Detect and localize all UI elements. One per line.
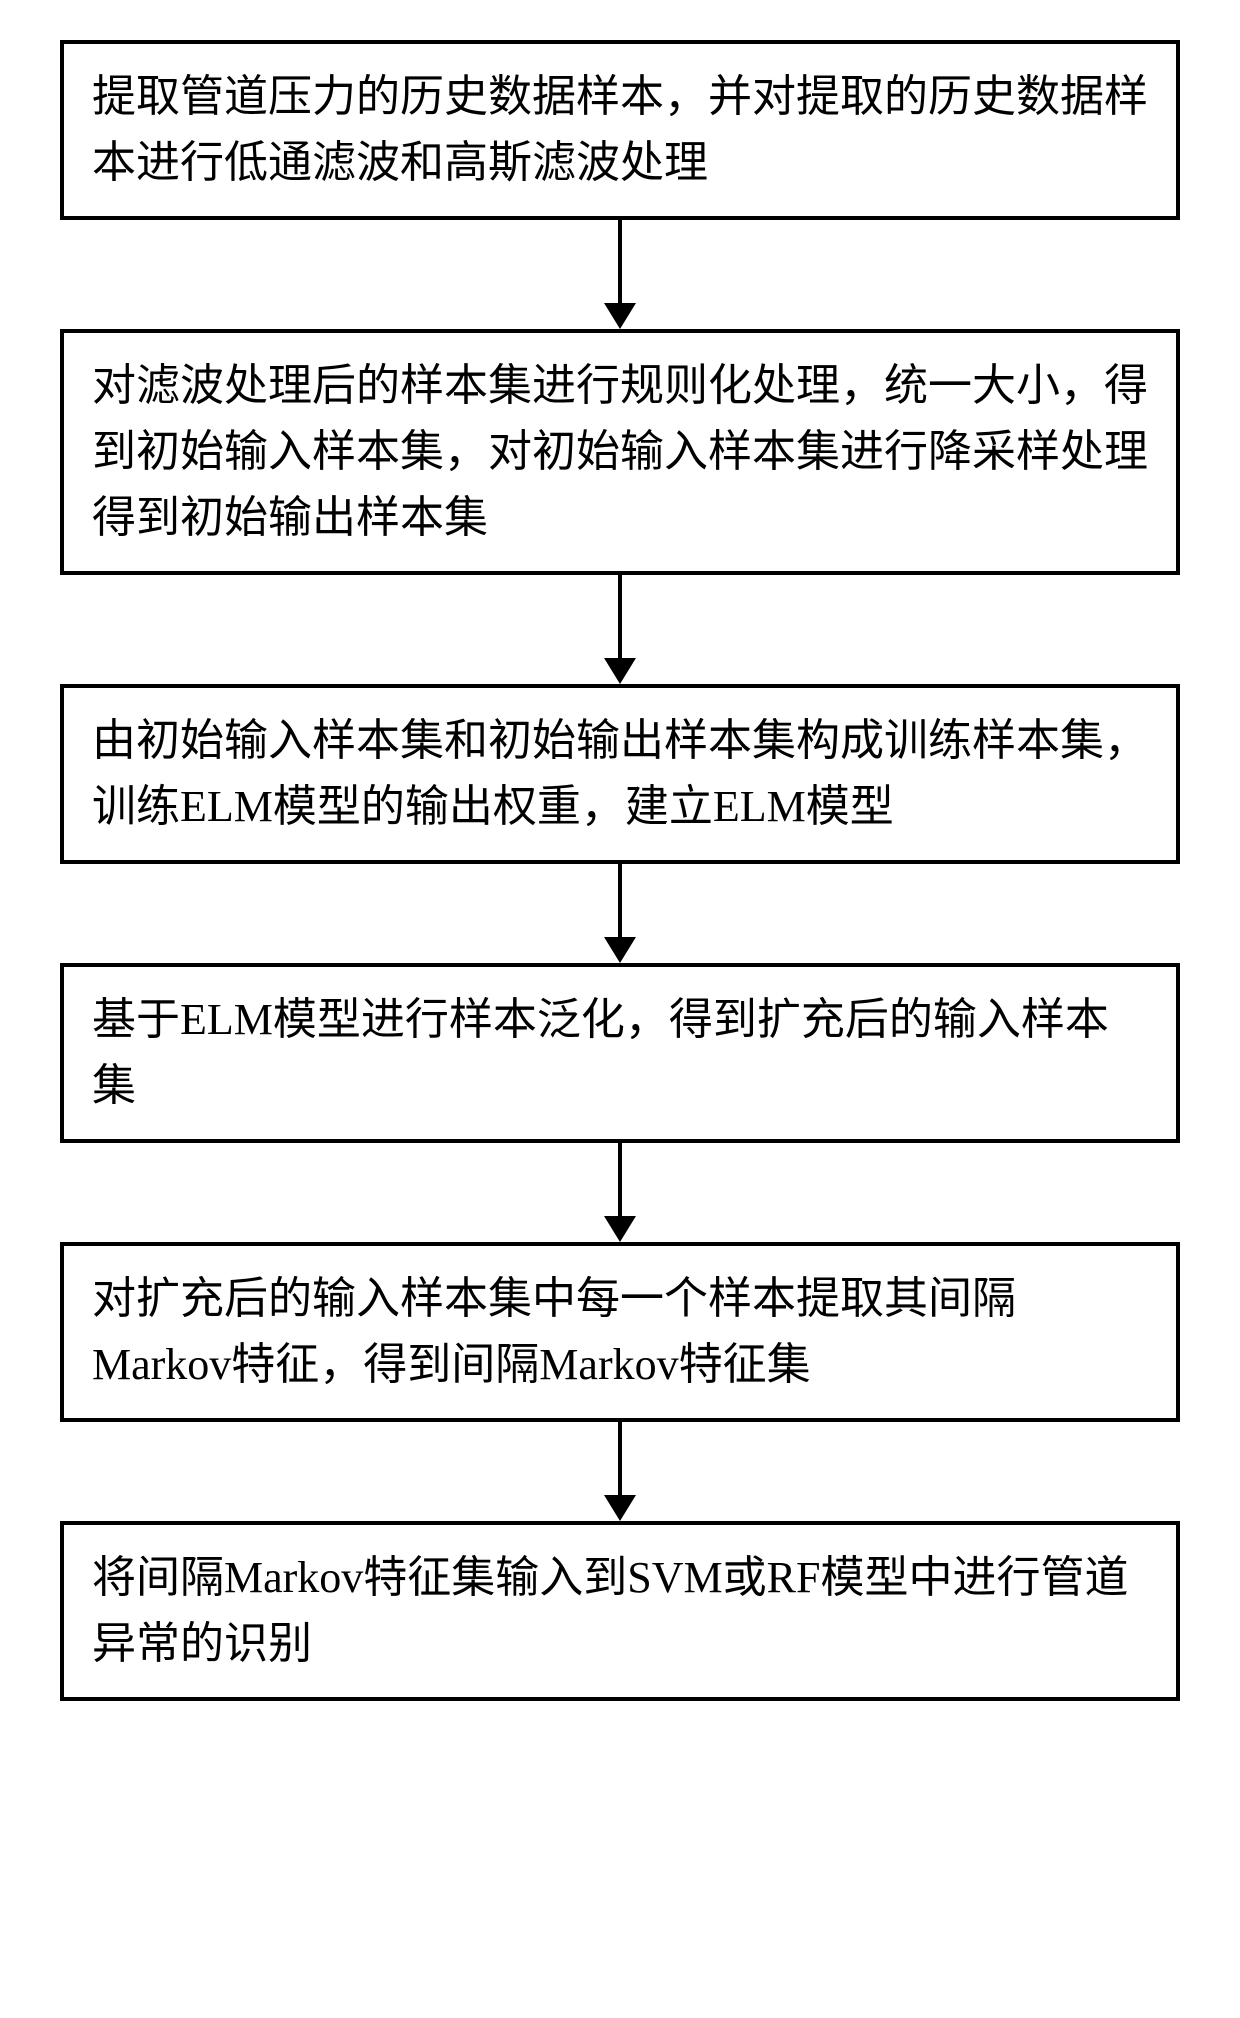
flow-step: 由初始输入样本集和初始输出样本集构成训练样本集，训练ELM模型的输出权重，建立E… <box>60 684 1180 864</box>
flowchart-container: 提取管道压力的历史数据样本，并对提取的历史数据样本进行低通滤波和高斯滤波处理 对… <box>60 40 1180 1701</box>
flow-step: 对扩充后的输入样本集中每一个样本提取其间隔Markov特征，得到间隔Markov… <box>60 1242 1180 1422</box>
flow-step-text: 由初始输入样本集和初始输出样本集构成训练样本集，训练ELM模型的输出权重，建立E… <box>92 716 1148 831</box>
flow-step-text: 对滤波处理后的样本集进行规则化处理，统一大小，得到初始输入样本集，对初始输入样本… <box>92 361 1148 542</box>
flow-step: 基于ELM模型进行样本泛化，得到扩充后的输入样本集 <box>60 963 1180 1143</box>
arrow-head-icon <box>604 658 636 684</box>
flow-step-text: 将间隔Markov特征集输入到SVM或RF模型中进行管道异常的识别 <box>92 1553 1129 1668</box>
flow-step: 提取管道压力的历史数据样本，并对提取的历史数据样本进行低通滤波和高斯滤波处理 <box>60 40 1180 220</box>
flow-arrow <box>604 864 636 963</box>
arrow-line <box>618 220 622 304</box>
flow-step-text: 基于ELM模型进行样本泛化，得到扩充后的输入样本集 <box>92 995 1109 1110</box>
arrow-head-icon <box>604 1495 636 1521</box>
arrow-line <box>618 575 622 659</box>
flow-step-text: 提取管道压力的历史数据样本，并对提取的历史数据样本进行低通滤波和高斯滤波处理 <box>92 72 1148 187</box>
arrow-line <box>618 1143 622 1217</box>
arrow-head-icon <box>604 303 636 329</box>
arrow-line <box>618 864 622 938</box>
arrow-line <box>618 1422 622 1496</box>
flow-step-text: 对扩充后的输入样本集中每一个样本提取其间隔Markov特征，得到间隔Markov… <box>92 1274 1016 1389</box>
flow-arrow <box>604 220 636 329</box>
flow-step: 将间隔Markov特征集输入到SVM或RF模型中进行管道异常的识别 <box>60 1521 1180 1701</box>
flow-arrow <box>604 575 636 684</box>
arrow-head-icon <box>604 1216 636 1242</box>
flow-step: 对滤波处理后的样本集进行规则化处理，统一大小，得到初始输入样本集，对初始输入样本… <box>60 329 1180 575</box>
arrow-head-icon <box>604 937 636 963</box>
flow-arrow <box>604 1422 636 1521</box>
flow-arrow <box>604 1143 636 1242</box>
